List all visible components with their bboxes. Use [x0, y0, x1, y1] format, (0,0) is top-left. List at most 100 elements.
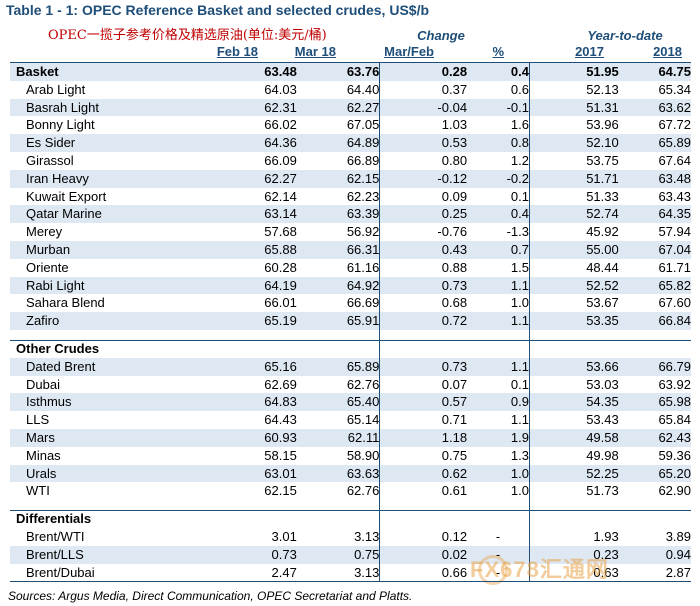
- cell-ytd-2018: [619, 510, 691, 528]
- cell-feb18: [207, 510, 297, 528]
- table-row: Basrah Light 62.31 62.27 -0.04 -0.1 51.31 63.6…: [10, 98, 691, 117]
- section-spacer: [10, 329, 691, 340]
- cell-ytd-2018: 67.72: [658, 117, 691, 133]
- cell-change: [380, 510, 467, 528]
- cell-change: 0.72: [379, 312, 468, 330]
- cell-feb18: 64.83: [207, 393, 297, 412]
- cell-ytd-2018: 62.90: [658, 483, 691, 499]
- cell-mar18: 63.63: [296, 464, 381, 483]
- cell-ytd-2018: 65.84: [658, 412, 691, 428]
- cell-ytd-2018: [619, 340, 691, 358]
- cell-feb18: 62.69: [264, 376, 297, 392]
- cell-change-pct: [467, 339, 530, 358]
- cell-ytd-2017: 51.33: [586, 188, 619, 204]
- row-label: Iran Heavy: [10, 169, 208, 188]
- table-row: Mars 60.93 62.11 1.18 1.9 49.58 62.43: [10, 428, 691, 447]
- cell-feb18: 65.19: [207, 312, 297, 330]
- cell-change-pct: [467, 510, 530, 528]
- row-label: Qatar Marine: [10, 205, 208, 224]
- cell-change: -0.76: [437, 224, 468, 240]
- table-row: Girassol 66.09 66.89 0.80 1.2 53.75 67.64: [10, 151, 691, 170]
- row-label: Basrah Light: [10, 98, 208, 117]
- cell-change-pct: 0.6: [467, 80, 530, 99]
- cell-change: [380, 340, 467, 358]
- cell-ytd-2018: 64.35: [618, 205, 691, 224]
- cell-change: 0.25: [379, 205, 468, 224]
- cell-ytd-2017: 49.58: [529, 428, 619, 447]
- cell-feb18: 66.02: [264, 117, 297, 133]
- table-row: Murban 65.88 66.31 0.43 0.7 55.00 67.04: [10, 240, 691, 259]
- cell-change: 0.62: [379, 464, 468, 483]
- cell-ytd-2017: 53.67: [586, 295, 619, 311]
- cell-change-pct: 1.1: [467, 357, 530, 376]
- cell-ytd-2017: 53.96: [586, 117, 619, 133]
- cell-ytd-2017: 55.00: [529, 240, 619, 259]
- cell-mar18: 64.40: [296, 80, 381, 99]
- cell-feb18: 62.31: [207, 98, 297, 117]
- cell-mar18: 63.39: [296, 205, 381, 224]
- cell-change-pct: 0.7: [467, 240, 530, 259]
- row-label: Differentials: [16, 511, 92, 527]
- table-row: Es Sider 64.36 64.89 0.53 0.8 52.10 65.89: [10, 134, 691, 152]
- cell-ytd-2018: 59.36: [658, 447, 691, 463]
- table-row: Zafiro 65.19 65.91 0.72 1.1 53.35 66.84: [10, 312, 691, 330]
- cell-ytd-2018: 65.34: [658, 81, 691, 97]
- basket-row: Basket 63.48 63.76 0.28 0.4 51.95 64.75: [10, 63, 691, 81]
- row-label: Bonny Light: [26, 117, 95, 133]
- cell-change-pct: 0.9: [467, 393, 530, 412]
- cell-mar18: 65.91: [296, 312, 381, 330]
- cell-change: 0.37: [441, 81, 468, 97]
- row-label: Sahara Blend: [26, 295, 105, 311]
- cell-ytd-2017: 53.43: [586, 412, 619, 428]
- header-percent: %: [492, 44, 504, 59]
- header-2018: 2018: [653, 44, 682, 59]
- cell-mar18: 58.90: [296, 446, 381, 465]
- cell-ytd-2017: 51.31: [529, 98, 619, 117]
- cell-ytd-2018: 66.84: [618, 312, 691, 330]
- cell-change: 0.66: [441, 564, 468, 580]
- cell-feb18: 63.14: [207, 205, 297, 224]
- cell-ytd-2018: 67.60: [658, 295, 691, 311]
- table-row: Urals 63.01 63.63 0.62 1.0 52.25 65.20: [10, 464, 691, 483]
- cell-change: 0.02: [379, 545, 468, 564]
- cell-change: 0.88: [441, 259, 468, 275]
- cell-feb18: 64.36: [207, 134, 297, 152]
- row-label: Mars: [10, 428, 208, 447]
- cell-feb18: 64.43: [264, 412, 297, 428]
- cell-mar18: 64.92: [296, 276, 381, 295]
- row-label: Dated Brent: [10, 357, 208, 376]
- table-row: Dated Brent 65.16 65.89 0.73 1.1 53.66 66.79: [10, 357, 691, 376]
- cell-change: 0.61: [441, 483, 468, 499]
- row-label: Es Sider: [10, 134, 208, 152]
- row-label: Arab Light: [26, 81, 86, 97]
- cell-mar18: 62.23: [296, 187, 381, 206]
- row-label: Oriente: [26, 259, 69, 275]
- cell-ytd-2017: 49.98: [586, 447, 619, 463]
- cell-mar18: [296, 339, 381, 358]
- cell-change-pct: 0.4: [467, 63, 530, 81]
- cell-change: 0.73: [379, 357, 468, 376]
- cell-change-pct: 1.1: [467, 411, 530, 429]
- cell-ytd-2018: 63.48: [618, 169, 691, 188]
- top-rule: [10, 62, 691, 63]
- cell-ytd-2017: [529, 510, 618, 528]
- watermark: FX678汇通网: [470, 557, 609, 582]
- cell-ytd-2018: 63.92: [658, 376, 691, 392]
- cell-ytd-2018: 0.94: [618, 545, 691, 564]
- section-header-other-crudes: Other Crudes: [10, 339, 691, 358]
- cell-ytd-2017: 48.44: [586, 259, 619, 275]
- table-subtitle: OPEC一揽子参考价格及精选原油(单位:美元/桶): [48, 28, 327, 43]
- section-spacer: [10, 500, 691, 511]
- header-feb18: Feb 18: [216, 44, 258, 59]
- cell-change: -0.04: [379, 98, 468, 117]
- cell-change: 0.68: [441, 295, 468, 311]
- table-row: Iran Heavy 62.27 62.15 -0.12 -0.2 51.71 63.48: [10, 169, 691, 188]
- cell-change-pct: 1.2: [467, 151, 530, 170]
- cell-feb18: 0.73: [207, 545, 297, 564]
- cell-ytd-2018: 62.43: [618, 428, 691, 447]
- cell-change-pct: 1.6: [467, 116, 530, 135]
- cell-ytd-2017: 1.93: [593, 528, 619, 544]
- cell-change: 0.53: [379, 134, 468, 152]
- row-label: Rabi Light: [10, 276, 208, 295]
- cell-change: 0.75: [441, 447, 468, 463]
